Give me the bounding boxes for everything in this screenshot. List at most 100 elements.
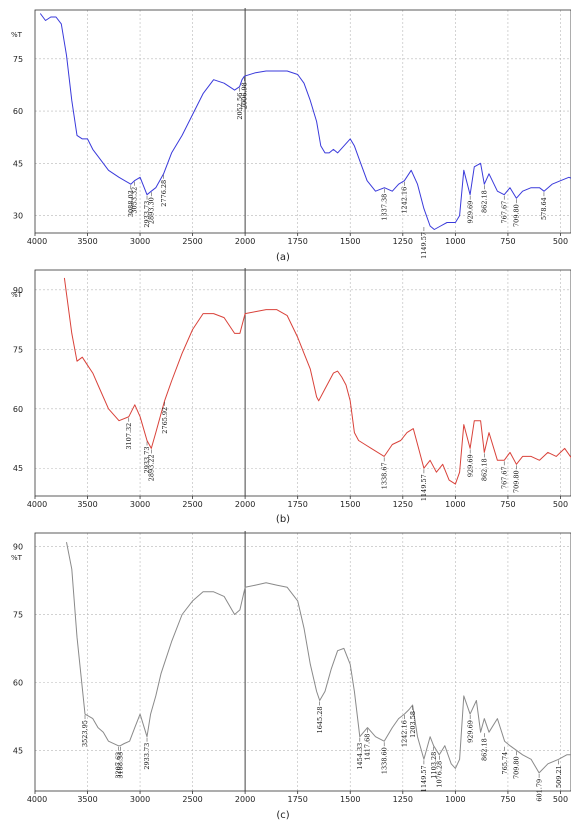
x-tick-label: 3500: [77, 795, 97, 804]
y-tick-label: 30: [13, 212, 23, 221]
x-tick-label: 3000: [130, 500, 150, 509]
peak-label: 2006.98: [241, 82, 249, 109]
spectrum-line: [39, 13, 571, 230]
peak-label: 929.69: [466, 454, 474, 477]
spectrum-line: [66, 542, 571, 774]
peak-label: 3523.95: [81, 720, 89, 747]
y-tick-label: 75: [13, 345, 23, 354]
peak-label: 1417.68: [364, 734, 372, 761]
y-tick-label: 90: [13, 543, 23, 552]
peak-label: 1149.57: [420, 765, 428, 792]
peak-label: 1203.58: [409, 711, 417, 738]
x-tick-label: 1750: [287, 237, 307, 246]
peak-label: 1338.60: [380, 747, 388, 774]
x-tick-label: 3000: [130, 795, 150, 804]
spectrum-panel-2: 4000 3500 3000 2500 2000 1750 1500 1250 1000 750 5…: [11, 268, 571, 525]
peak-label: 1149.57: [420, 474, 428, 501]
x-tick-label: 2500: [182, 795, 202, 804]
plot-frame: [34, 9, 571, 234]
x-tick-label: 750: [500, 795, 515, 804]
x-tick-label: 1500: [340, 237, 360, 246]
y-axis-label: %T: [11, 291, 23, 299]
peak-label: 1149.57: [420, 232, 428, 259]
peak-label: 1454.33: [356, 743, 364, 770]
peak-label: 3107.32: [125, 423, 133, 450]
x-tick-label: 1250: [393, 500, 413, 509]
peak-label: 709.80: [513, 204, 521, 227]
spectrum-line: [63, 277, 571, 485]
peak-label: 767.67: [500, 466, 508, 489]
x-tick-label: 500: [553, 237, 568, 246]
peak-label: 2893.22: [148, 454, 156, 481]
y-tick-label: 45: [13, 464, 23, 473]
x-tick-label: 750: [500, 500, 515, 509]
peak-label: 765.74: [501, 752, 509, 775]
x-tick-label: 750: [500, 237, 515, 246]
peak-label: 3188.33: [117, 752, 125, 779]
x-tick-label: 2500: [182, 237, 202, 246]
peak-label: 601.79: [535, 779, 543, 802]
panel-caption: (c): [276, 810, 289, 821]
peak-label: 929.69: [466, 201, 474, 224]
peak-label: 862.18: [481, 190, 489, 213]
peak-label: 709.80: [513, 756, 521, 779]
plot-frame: [34, 269, 571, 497]
x-tick-label: 1250: [393, 237, 413, 246]
peak-label: 3088.03: [127, 190, 135, 217]
x-tick-label: 2000: [235, 237, 255, 246]
x-tick-label: 1250: [393, 795, 413, 804]
x-tick-label: 500: [553, 795, 568, 804]
panel-caption: (b): [276, 514, 290, 525]
peak-label: 1076.28: [436, 761, 444, 788]
peak-label: 709.80: [513, 470, 521, 493]
y-tick-label: 60: [13, 678, 23, 687]
y-tick-label: 60: [13, 107, 23, 116]
x-tick-label: 3500: [77, 237, 97, 246]
peak-label: 1242.16: [401, 187, 409, 214]
peak-label: 767.67: [500, 201, 508, 224]
spectrum-panel-1: 4000 3500 3000 2500 2000 1750 1500 1250 1000 750 5…: [11, 8, 571, 263]
y-tick-label: 60: [13, 405, 23, 414]
peak-label: 2765.92: [161, 407, 169, 434]
x-tick-label: 1000: [445, 795, 465, 804]
x-tick-label: 500: [553, 500, 568, 509]
x-tick-label: 3500: [77, 500, 97, 509]
peak-label: 1645.28: [316, 707, 324, 734]
peak-label: 929.69: [466, 720, 474, 743]
x-tick-label: 1500: [340, 795, 360, 804]
peak-label: 3053.32: [131, 187, 139, 214]
peak-label: 1103.28: [430, 752, 438, 779]
y-tick-label: 75: [13, 55, 23, 64]
y-axis-label: %T: [11, 554, 23, 562]
spectrum-panel-3: 4000 3500 3000 2500 2000 1750 1500 1250 1000 750 5…: [11, 531, 571, 821]
peak-label: 2933.73: [143, 743, 151, 770]
y-tick-label: 75: [13, 610, 23, 619]
x-tick-label: 1750: [287, 500, 307, 509]
x-tick-label: 3000: [130, 237, 150, 246]
peak-label: 1338.67: [380, 462, 388, 489]
peak-label: 2052.56: [236, 93, 244, 120]
x-tick-label: 2000: [235, 795, 255, 804]
peak-label: 2933.73: [143, 201, 151, 228]
x-tick-label: 2000: [235, 500, 255, 509]
plot-frame: [34, 532, 571, 792]
panel-caption: (a): [276, 252, 290, 263]
x-tick-label: 1750: [287, 795, 307, 804]
y-axis-label: %T: [11, 31, 23, 39]
y-tick-label: 45: [13, 159, 23, 168]
x-tick-label: 4000: [27, 500, 47, 509]
x-tick-label: 1000: [445, 237, 465, 246]
y-tick-label: 90: [13, 286, 23, 295]
peak-label: 2933.73: [143, 447, 151, 474]
peak-label: 862.18: [481, 738, 489, 761]
peak-label: 1337.38: [381, 194, 389, 221]
peak-label: 2776.28: [160, 180, 168, 207]
y-tick-label: 45: [13, 746, 23, 755]
peak-label: 509.21: [555, 765, 563, 788]
x-tick-label: 1000: [445, 500, 465, 509]
peak-label: 1242.16: [401, 720, 409, 747]
x-tick-label: 1500: [340, 500, 360, 509]
x-tick-label: 4000: [27, 795, 47, 804]
peak-label: 3207.62: [114, 752, 122, 779]
